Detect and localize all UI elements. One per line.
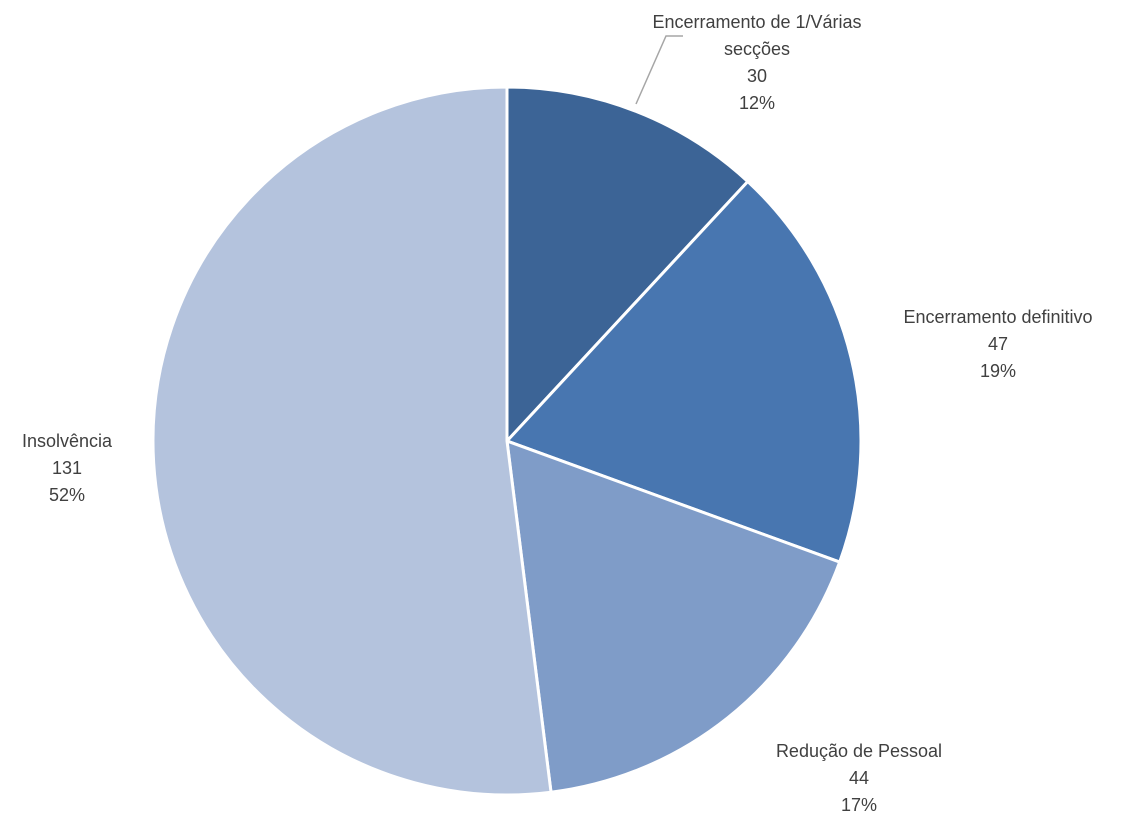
pie-slice-encerramento-definitivo (504, 179, 863, 565)
category-label-encerramento-definitivo-line-1: Encerramento definitivo (903, 307, 1092, 327)
leader-line-encerramento-de-1-varias-seccoes (635, 35, 683, 105)
pie-slice-encerramento-de-1-varias-seccoes (505, 85, 750, 445)
pie-slice-reducao-de-pessoal (505, 438, 842, 794)
data-label-encerramento-definitivo: Encerramento definitivo 47 19% (903, 307, 1092, 381)
category-label-insolvencia-line-1: Insolvência (22, 431, 113, 451)
value-label-encerramento-de-1-varias-seccoes: 30 (747, 66, 767, 86)
data-label-encerramento-de-1-varias-seccoes: Encerramento de 1/Várias secções 30 12% (652, 12, 861, 113)
percent-label-insolvencia: 52% (49, 485, 85, 505)
leader-lines-layer (635, 35, 683, 105)
category-label-encerramento-de-1-varias-seccoes-line-1: Encerramento de 1/Várias (652, 12, 861, 32)
percent-label-reducao-de-pessoal: 17% (841, 795, 877, 815)
data-labels-layer: Encerramento de 1/Váriassecções3012%Ence… (22, 12, 1093, 815)
slices-layer (151, 85, 863, 797)
data-label-reducao-de-pessoal: Redução de Pessoal 44 17% (776, 741, 942, 815)
percent-label-encerramento-de-1-varias-seccoes: 12% (739, 93, 775, 113)
data-label-insolvencia: Insolvência 131 52% (22, 431, 113, 505)
value-label-reducao-de-pessoal: 44 (849, 768, 869, 788)
pie-slice-insolvencia (151, 85, 553, 797)
category-label-encerramento-de-1-varias-seccoes-line-2: secções (724, 39, 790, 59)
category-label-reducao-de-pessoal-line-1: Redução de Pessoal (776, 741, 942, 761)
percent-label-encerramento-definitivo: 19% (980, 361, 1016, 381)
value-label-insolvencia: 131 (52, 458, 82, 478)
value-label-encerramento-definitivo: 47 (988, 334, 1008, 354)
